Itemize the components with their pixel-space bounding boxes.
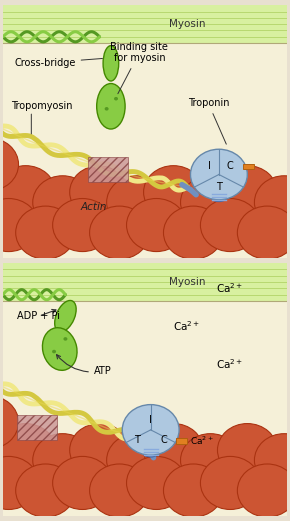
Circle shape <box>114 97 118 101</box>
Circle shape <box>33 433 93 487</box>
Text: Myosin: Myosin <box>169 19 206 29</box>
Text: T: T <box>216 182 222 192</box>
Text: Myosin: Myosin <box>169 277 206 287</box>
Text: T: T <box>134 435 140 445</box>
Circle shape <box>52 350 56 353</box>
Circle shape <box>90 464 149 517</box>
Circle shape <box>181 433 240 487</box>
Circle shape <box>16 464 75 517</box>
Circle shape <box>181 176 240 229</box>
Ellipse shape <box>103 46 119 81</box>
Bar <box>3 5 287 43</box>
Text: Ca$^{2+}$: Ca$^{2+}$ <box>173 319 200 333</box>
Text: I: I <box>149 415 152 425</box>
Circle shape <box>70 166 129 219</box>
Circle shape <box>107 176 166 229</box>
Circle shape <box>0 176 19 229</box>
Bar <box>3 301 287 516</box>
Text: ADP + Pi: ADP + Pi <box>17 309 60 321</box>
Circle shape <box>164 464 223 517</box>
Text: Ca$^{2+}$: Ca$^{2+}$ <box>190 435 214 448</box>
Circle shape <box>64 337 67 341</box>
Circle shape <box>144 424 203 477</box>
Circle shape <box>105 107 109 110</box>
Circle shape <box>218 424 277 477</box>
Ellipse shape <box>143 448 159 457</box>
Circle shape <box>200 456 260 510</box>
Ellipse shape <box>42 328 77 370</box>
Bar <box>243 164 254 169</box>
Text: Cross-bridge: Cross-bridge <box>14 58 102 68</box>
Circle shape <box>90 206 149 259</box>
Circle shape <box>237 206 290 259</box>
Circle shape <box>0 138 19 191</box>
Circle shape <box>16 206 75 259</box>
Circle shape <box>33 176 93 229</box>
Bar <box>17 415 57 440</box>
Circle shape <box>53 199 112 252</box>
Circle shape <box>191 149 247 200</box>
Bar <box>88 157 128 182</box>
Bar <box>3 263 287 301</box>
Circle shape <box>218 166 277 219</box>
Text: C: C <box>161 435 168 445</box>
Text: I: I <box>208 162 210 171</box>
Ellipse shape <box>55 301 76 332</box>
Circle shape <box>0 199 39 252</box>
Circle shape <box>0 396 19 449</box>
Bar <box>3 43 287 258</box>
Bar <box>176 438 187 444</box>
Text: Binding site
for myosin: Binding site for myosin <box>110 42 168 94</box>
Circle shape <box>107 433 166 487</box>
Text: Ca$^{2+}$: Ca$^{2+}$ <box>216 357 243 371</box>
Circle shape <box>126 199 186 252</box>
Circle shape <box>237 464 290 517</box>
Circle shape <box>53 456 112 510</box>
Text: Tropomyosin: Tropomyosin <box>11 101 73 111</box>
Circle shape <box>70 424 129 477</box>
Ellipse shape <box>211 193 227 202</box>
Circle shape <box>200 199 260 252</box>
Circle shape <box>164 206 223 259</box>
Circle shape <box>0 424 55 477</box>
Text: ATP: ATP <box>57 355 112 376</box>
Circle shape <box>126 456 186 510</box>
Circle shape <box>122 405 179 455</box>
Circle shape <box>254 176 290 229</box>
Text: C: C <box>227 162 234 171</box>
Text: Troponin: Troponin <box>188 98 229 144</box>
Circle shape <box>254 433 290 487</box>
Circle shape <box>0 433 19 487</box>
Text: Actin: Actin <box>81 202 107 213</box>
Circle shape <box>144 166 203 219</box>
Ellipse shape <box>97 83 125 129</box>
Text: Ca$^{2+}$: Ca$^{2+}$ <box>216 282 243 295</box>
Circle shape <box>0 166 55 219</box>
Circle shape <box>0 456 39 510</box>
